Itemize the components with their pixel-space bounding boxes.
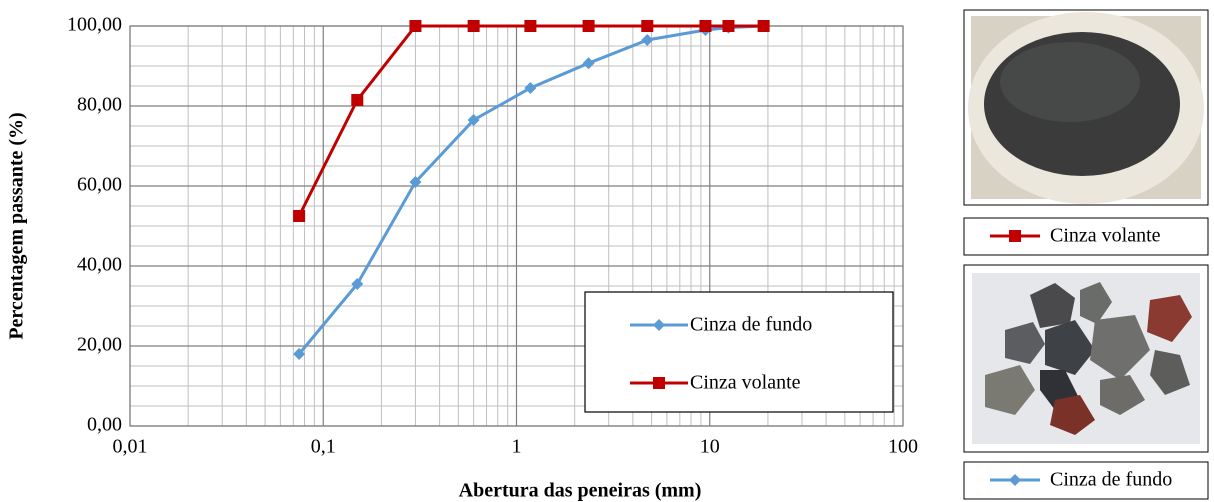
marker xyxy=(699,20,711,32)
legend-box xyxy=(585,292,893,412)
x-axis-title: Abertura das peneiras (mm) xyxy=(459,480,702,502)
x-tick-label: 100 xyxy=(888,436,918,458)
marker xyxy=(524,20,536,32)
y-tick-label: 100,00 xyxy=(67,14,122,36)
marker xyxy=(351,94,363,106)
legend-label: Cinza volante xyxy=(690,372,801,394)
y-tick-label: 20,00 xyxy=(77,334,122,356)
legend: Cinza de fundo Cinza volante xyxy=(585,292,893,412)
photo-legend-label: Cinza de fundo xyxy=(1050,469,1172,491)
y-tick-label: 0,00 xyxy=(87,414,122,436)
photo-legend-label: Cinza volante xyxy=(1050,225,1161,247)
y-tick-label: 40,00 xyxy=(77,254,122,276)
legend-marker xyxy=(653,377,665,389)
bottom-ash-photo xyxy=(964,265,1208,452)
marker xyxy=(722,20,734,32)
marker xyxy=(409,20,421,32)
marker xyxy=(583,20,595,32)
fly-ash-legend: Cinza volante xyxy=(964,218,1208,255)
y-axis-title: Percentagem passante (%) xyxy=(6,112,28,339)
y-tick-label: 60,00 xyxy=(77,174,122,196)
x-tick-label: 1 xyxy=(512,436,522,458)
x-tick-label: 0,01 xyxy=(113,436,148,458)
chart: Abertura das peneiras (mm) Percentagem p… xyxy=(0,0,1214,502)
marker xyxy=(293,210,305,222)
fly-ash-photo xyxy=(964,10,1208,205)
marker xyxy=(468,20,480,32)
bottom-ash-legend: Cinza de fundo xyxy=(964,462,1208,499)
x-tick-label: 10 xyxy=(700,436,720,458)
marker xyxy=(641,20,653,32)
y-tick-label: 80,00 xyxy=(77,94,122,116)
x-tick-label: 0,1 xyxy=(311,436,336,458)
legend-label: Cinza de fundo xyxy=(690,314,812,336)
marker xyxy=(758,20,770,32)
